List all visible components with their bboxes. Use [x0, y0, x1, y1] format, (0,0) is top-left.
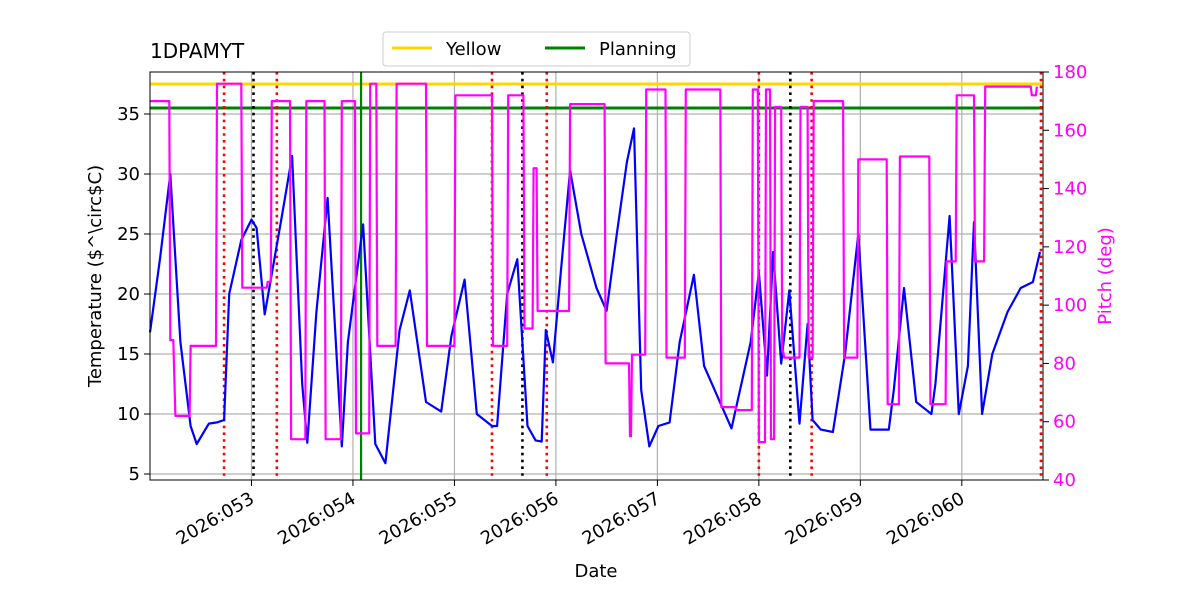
legend-planning-label: Planning	[599, 39, 677, 60]
limit-lines	[150, 82, 1043, 110]
y-left-tick-label: 15	[117, 344, 140, 365]
legend-box	[382, 31, 691, 67]
legend-yellow-label: Yellow	[445, 39, 501, 60]
y-left-tick-label: 10	[117, 404, 140, 425]
chart-title: 1DPAMYT	[150, 39, 245, 63]
y-axis-left-label: Temperature ($^\circ$C)	[85, 165, 106, 388]
y-left-tick-label: 35	[117, 104, 140, 125]
y-right-tick-label: 60	[1053, 412, 1076, 433]
y-right-tick-label: 180	[1053, 62, 1087, 83]
plot-frame	[149, 71, 1044, 481]
y-left-tick-label: 5	[129, 464, 140, 485]
series-line-pitch	[150, 82, 1038, 444]
y-right-tick-label: 100	[1053, 295, 1087, 316]
y-right-tick-label: 40	[1053, 470, 1076, 491]
y-right-tick-label: 120	[1053, 237, 1087, 258]
y-axis-right-label: Pitch (deg)	[1095, 227, 1116, 325]
y-left-tick-label: 25	[117, 224, 140, 245]
y-right-tick-label: 140	[1053, 179, 1087, 200]
legend: Yellow Planning	[382, 31, 691, 67]
y-left-tick-label: 20	[117, 284, 140, 305]
y-left-tick-label: 30	[117, 164, 140, 185]
x-axis-label: Date	[574, 561, 617, 582]
y-right-tick-label: 160	[1053, 120, 1087, 141]
series-lines	[148, 82, 1042, 465]
y-right-tick-label: 80	[1053, 353, 1076, 374]
